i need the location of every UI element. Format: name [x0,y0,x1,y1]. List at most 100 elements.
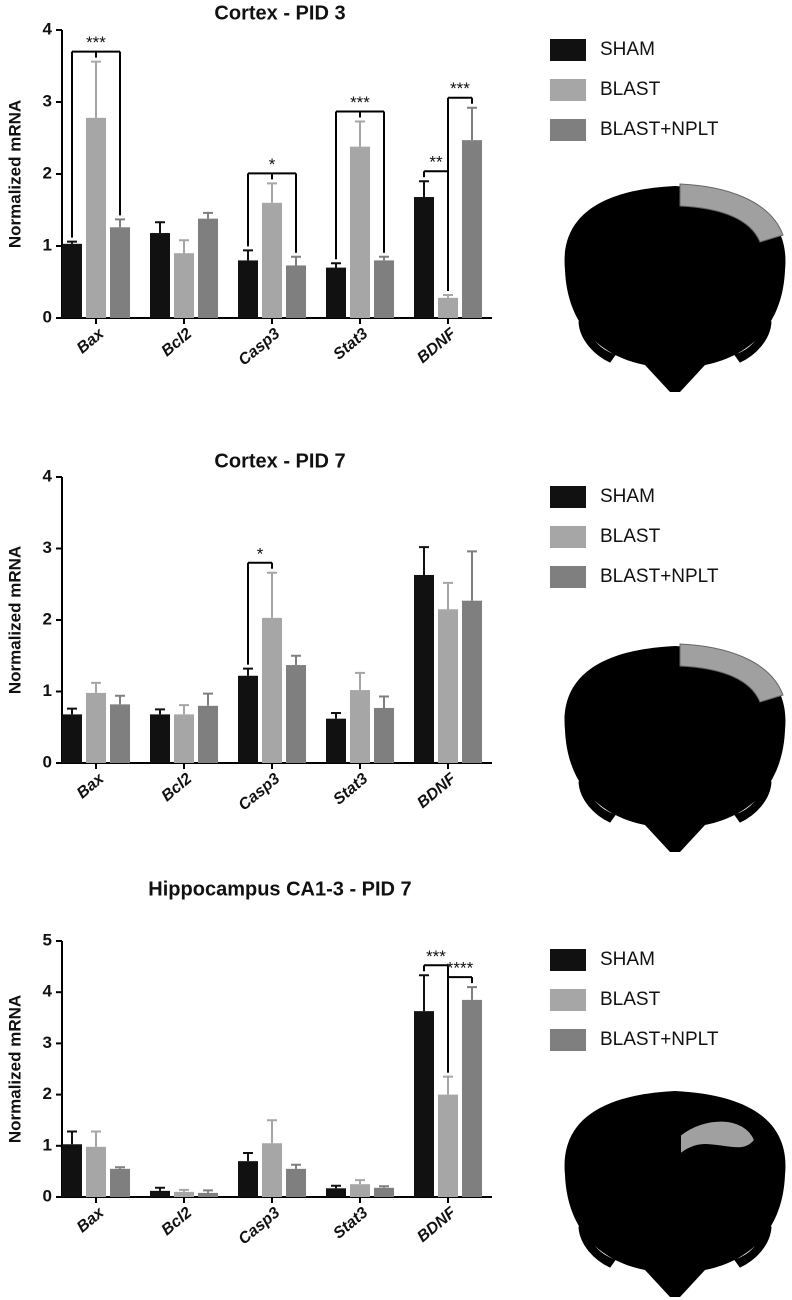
error-bar [67,707,77,715]
bar [174,1191,194,1197]
y-tick-label: 2 [43,1084,52,1103]
bar [174,714,194,763]
x-tick-label: Stat3 [330,1204,371,1242]
significance-label: * [257,544,264,563]
bar [174,253,194,318]
bar [462,600,482,763]
error-bar [267,182,277,203]
bar [62,243,82,318]
error-bar [115,218,125,228]
x-tick-label: Bcl2 [158,770,195,805]
brain-diagram [564,643,786,852]
x-tick-label: Casp3 [236,770,284,814]
brain-diagram [564,1091,786,1297]
error-bar [291,1163,301,1169]
significance-label: **** [447,959,474,978]
significance-label: *** [426,947,446,966]
error-bar [155,708,165,715]
legend-label: BLAST [600,79,661,100]
y-tick-label: 3 [43,91,52,110]
legend-swatch [550,566,586,588]
legend-swatch [550,949,586,971]
error-bar [115,694,125,705]
x-tick-label: BDNF [414,1203,460,1245]
y-tick-label: 4 [43,19,53,38]
x-tick-label: BDNF [414,324,460,366]
error-bar [443,1075,453,1095]
error-bar [91,1130,101,1147]
y-tick-label: 4 [43,466,53,485]
error-bar [355,1179,365,1185]
y-tick-label: 0 [43,1186,52,1205]
error-bar [379,255,389,261]
error-bar [443,581,453,610]
y-tick-label: 5 [43,930,52,949]
bar [198,1192,218,1197]
x-tick-label: Bax [74,325,108,358]
x-tick-label: Bax [74,770,108,803]
bar [86,692,106,763]
bar [110,1168,130,1197]
legend-swatch [550,119,586,141]
error-bar [203,692,213,706]
x-tick-label: Stat3 [330,325,371,363]
bar [150,714,170,763]
bar [86,1146,106,1197]
error-bar [419,180,429,198]
bar [110,704,130,763]
legend-swatch [550,39,586,61]
error-bar [267,1119,277,1144]
bar [414,197,434,318]
x-tick-label: Bax [74,1204,108,1237]
legend-label: BLAST [600,526,661,547]
bar [62,1144,82,1197]
bar [350,1184,370,1197]
bar [238,675,258,763]
significance-bracket [335,110,385,260]
y-tick-label: 2 [43,163,52,182]
bar [286,665,306,763]
legend-swatch [550,1029,586,1051]
significance-label: * [269,155,276,174]
bar [238,1161,258,1197]
error-bar [419,546,429,575]
y-tick-label: 1 [43,1135,52,1154]
y-tick-label: 0 [43,752,52,771]
error-bar [379,695,389,708]
bar [150,233,170,318]
bar [438,609,458,763]
bar [150,1190,170,1197]
x-tick-label: Casp3 [236,325,284,369]
bar [438,297,458,318]
bar [262,202,282,318]
bar [438,1094,458,1197]
legend-swatch [550,486,586,508]
bar [350,146,370,318]
significance-label: ** [429,153,443,172]
y-tick-label: 2 [43,609,52,628]
legend-label: BLAST+NPLT [600,566,719,587]
bar [414,574,434,763]
error-bar [179,704,189,715]
bar [326,718,346,763]
significance-bracket [447,976,473,1073]
bar [374,707,394,763]
significance-bracket [71,50,121,238]
error-bar [155,1186,165,1191]
legend-label: BLAST+NPLT [600,1029,719,1050]
x-tick-label: BDNF [414,769,460,811]
bar [326,267,346,318]
y-axis-label: Normalized mRNA [5,995,24,1143]
x-tick-label: Bcl2 [158,325,195,360]
significance-label: *** [450,79,470,98]
legend-label: SHAM [600,486,655,507]
error-bar [179,1188,189,1192]
legend-swatch [550,526,586,548]
bar [462,999,482,1197]
bar [414,1011,434,1197]
bar [238,260,258,318]
y-axis-label: Normalized mRNA [5,100,24,248]
x-tick-label: Casp3 [236,1204,284,1248]
significance-bracket [447,96,473,291]
error-bar [203,211,213,219]
